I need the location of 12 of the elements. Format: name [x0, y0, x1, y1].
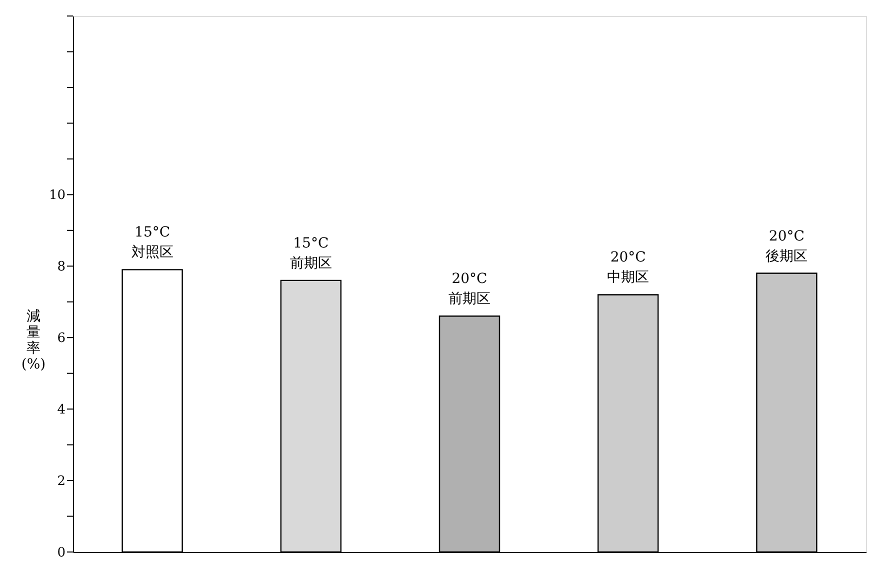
- y-tick-label: 2: [57, 474, 66, 490]
- y-tick-label: 8: [57, 260, 66, 275]
- x-tick-label: 20°C 前期区: [448, 271, 490, 308]
- x-tick-label: 20°C 中期区: [607, 250, 650, 286]
- x-tick-label: 15°C 対照区: [131, 224, 174, 261]
- x-tick-label: 15°C 前期区: [290, 235, 332, 272]
- y-tick-label: 4: [57, 402, 66, 418]
- y-tick-label: 6: [57, 331, 66, 346]
- y-axis-title: 減量率(%): [21, 308, 46, 372]
- x-tick-label: 20°C 後期区: [766, 228, 808, 264]
- y-tick-label: 0: [57, 546, 66, 560]
- y-tick-label: 10: [48, 188, 66, 204]
